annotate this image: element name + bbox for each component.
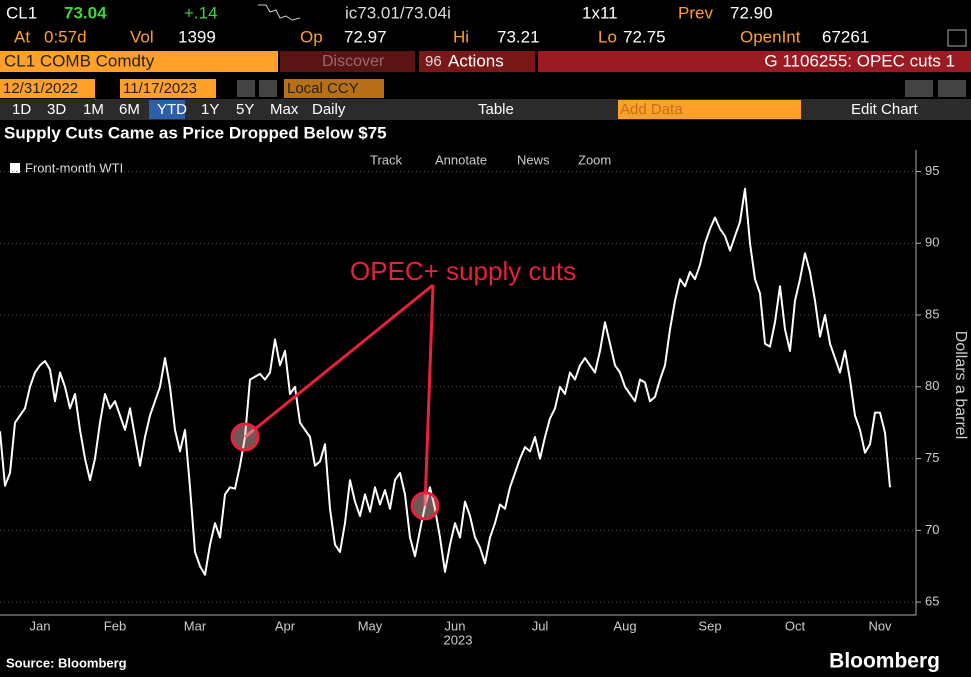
brand: Bloomberg xyxy=(829,650,940,673)
low-value: 72.75 xyxy=(623,27,666,46)
currency-box[interactable] xyxy=(284,79,384,98)
next-button[interactable] xyxy=(259,80,277,97)
open-label: Op xyxy=(300,27,323,46)
period-button[interactable]: 5Y xyxy=(236,101,254,118)
legend-swatch xyxy=(10,163,20,173)
expand-icon[interactable] xyxy=(947,29,967,47)
chart-tool[interactable]: Zoom xyxy=(578,152,611,167)
oi-value: 67261 xyxy=(822,27,869,46)
redo-button[interactable] xyxy=(938,80,966,97)
open-value: 72.97 xyxy=(344,27,387,46)
y-tick-label: 75 xyxy=(925,450,939,465)
annotation-arrow xyxy=(423,284,435,506)
high-value: 73.21 xyxy=(497,27,540,46)
period-button[interactable]: 1Y xyxy=(201,101,219,118)
period-selected[interactable] xyxy=(149,100,185,119)
actions[interactable]: Actions xyxy=(448,51,504,70)
x-tick-label: Aug xyxy=(613,618,636,633)
y-tick-label: 95 xyxy=(925,163,939,178)
discover[interactable]: Discover xyxy=(322,53,385,70)
annotation-circle xyxy=(230,422,260,452)
y-tick-label: 70 xyxy=(925,522,939,537)
prev-label: Prev xyxy=(678,3,713,22)
currency[interactable]: Local CCY xyxy=(287,80,359,97)
security[interactable]: CL1 COMB Comdty xyxy=(4,51,155,70)
x-axis-year: 2023 xyxy=(444,632,473,647)
add-data[interactable]: Add Data xyxy=(620,101,683,118)
period-button[interactable]: YTD xyxy=(157,101,187,118)
chart-tool[interactable]: Annotate xyxy=(435,152,487,167)
y-tick-label: 80 xyxy=(925,378,939,393)
oi-label: OpenInt xyxy=(740,27,801,46)
x-tick-label: Jan xyxy=(30,618,51,633)
chart-tool[interactable]: Track xyxy=(370,152,403,167)
add-data-box[interactable] xyxy=(618,100,801,119)
at-label: At xyxy=(14,27,30,46)
x-tick-label: Mar xyxy=(184,618,207,633)
y-tick-label: 65 xyxy=(925,594,939,609)
x-tick-label: Feb xyxy=(104,618,126,633)
frequency[interactable]: Daily xyxy=(312,101,346,118)
prev-button[interactable] xyxy=(237,80,255,97)
last-price: 73.04 xyxy=(64,3,107,22)
size: 1x11 xyxy=(582,3,618,22)
annotation-arrow xyxy=(244,283,434,439)
y-tick-label: 90 xyxy=(925,235,939,250)
start-date[interactable]: 12/31/2022 xyxy=(3,80,78,97)
source: Source: Bloomberg xyxy=(6,655,127,670)
table-button[interactable]: Table xyxy=(478,101,514,118)
discover-button[interactable] xyxy=(280,51,415,72)
prev-value: 72.90 xyxy=(730,3,773,22)
annotation-circle xyxy=(410,491,440,521)
undo-button[interactable] xyxy=(905,80,933,97)
period-button[interactable]: 1D xyxy=(12,101,31,118)
vol-value: 1399 xyxy=(178,27,216,46)
sparkline-icon xyxy=(258,4,301,21)
at-value: 0:57d xyxy=(44,27,87,46)
actions-code[interactable]: 96 xyxy=(425,53,442,70)
bid-ask: ic73.01/73.04i xyxy=(345,3,451,22)
x-tick-label: May xyxy=(358,618,383,633)
x-tick-label: Oct xyxy=(785,618,806,633)
actions-button[interactable] xyxy=(419,51,535,72)
y-axis-title: Dollars a barrel xyxy=(952,331,969,439)
ticker: CL1 xyxy=(6,3,37,22)
x-tick-label: Jul xyxy=(532,618,549,633)
x-tick-label: Sep xyxy=(698,618,721,633)
price-change: +.14 xyxy=(184,3,218,22)
legend-label: Front-month WTI xyxy=(25,160,123,175)
page-bar xyxy=(538,51,971,72)
annotation-text: OPEC+ supply cuts xyxy=(350,256,576,286)
chart-title: Supply Cuts Came as Price Dropped Below … xyxy=(4,123,387,142)
vol-label: Vol xyxy=(130,27,154,46)
chart-tool[interactable]: News xyxy=(517,152,550,167)
low-label: Lo xyxy=(598,27,617,46)
x-tick-label: Nov xyxy=(868,618,892,633)
page-title: G 1106255: OPEC cuts 1 xyxy=(764,51,955,70)
end-date-box[interactable] xyxy=(120,79,216,98)
period-button[interactable]: 1M xyxy=(83,101,104,118)
price-line xyxy=(0,187,891,576)
start-date-box[interactable] xyxy=(0,79,95,98)
x-tick-label: Jun xyxy=(445,618,466,633)
edit-chart[interactable]: Edit Chart xyxy=(851,101,919,118)
high-label: Hi xyxy=(453,27,469,46)
y-tick-label: 85 xyxy=(925,306,939,321)
x-tick-label: Apr xyxy=(275,618,296,633)
period-button[interactable]: 3D xyxy=(47,101,66,118)
end-date[interactable]: 11/17/2023 xyxy=(123,80,197,97)
period-button[interactable]: Max xyxy=(270,101,299,118)
security-box[interactable] xyxy=(0,51,278,72)
period-button[interactable]: 6M xyxy=(119,101,140,118)
